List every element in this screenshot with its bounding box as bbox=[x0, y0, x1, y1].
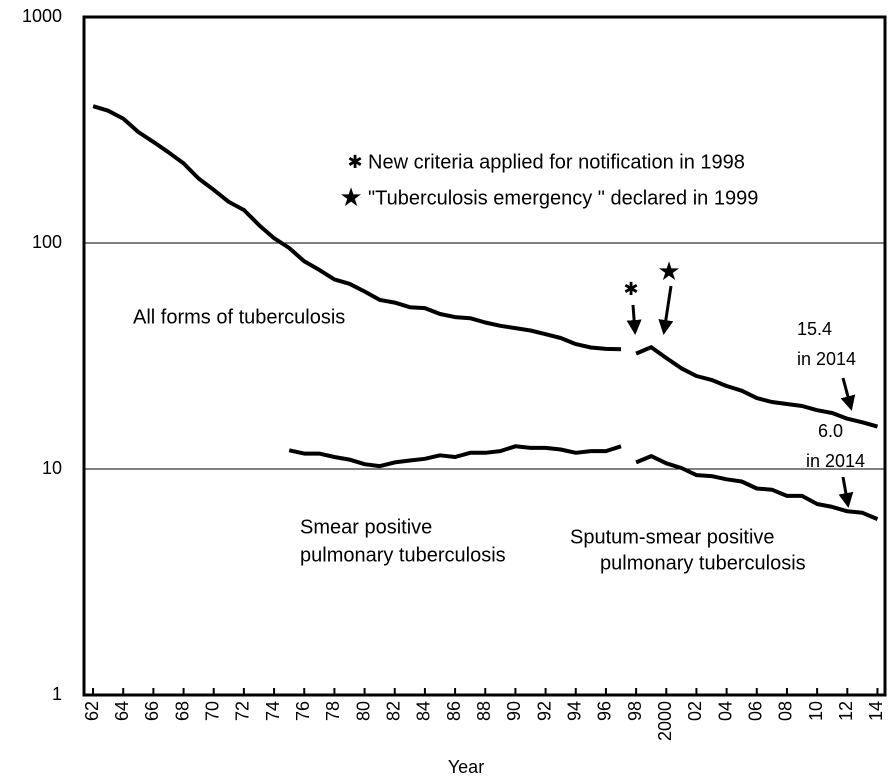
y-tick-label: 1000 bbox=[22, 6, 62, 26]
annotation: ✱ bbox=[623, 279, 638, 299]
series-label: All forms of tuberculosis bbox=[133, 306, 345, 328]
x-tick-label: 2000 bbox=[655, 701, 675, 741]
x-tick-label: 74 bbox=[263, 701, 283, 721]
x-tick-label: 72 bbox=[233, 701, 253, 721]
x-tick-label: 64 bbox=[112, 701, 132, 721]
series-label: Sputum-smear positive bbox=[570, 526, 775, 548]
x-tick-label: 80 bbox=[353, 701, 373, 721]
x-tick-label: 08 bbox=[776, 701, 796, 721]
series-label: Smear positive bbox=[300, 516, 432, 538]
x-tick-label: 66 bbox=[142, 701, 162, 721]
x-tick-label: 94 bbox=[565, 701, 585, 721]
series-line bbox=[635, 345, 879, 429]
y-tick-label: 10 bbox=[42, 458, 62, 478]
x-tick-label: 76 bbox=[293, 701, 313, 721]
arrow bbox=[840, 377, 856, 411]
series-line bbox=[635, 454, 879, 521]
x-tick-label: 02 bbox=[685, 701, 705, 721]
x-tick-label: 10 bbox=[806, 701, 826, 721]
arrow bbox=[838, 476, 854, 508]
series-label: pulmonary tuberculosis bbox=[300, 544, 506, 566]
x-tick-label: 86 bbox=[444, 701, 464, 721]
annotation: ★ bbox=[339, 182, 362, 212]
x-tick-label: 04 bbox=[715, 701, 735, 721]
arrows bbox=[626, 285, 856, 508]
series-line bbox=[92, 104, 622, 352]
annotation: ✱ bbox=[347, 152, 362, 172]
series-label: pulmonary tuberculosis bbox=[600, 552, 806, 574]
annotation: ★ bbox=[657, 256, 680, 286]
x-tick-label: 98 bbox=[625, 701, 645, 721]
series-line bbox=[288, 444, 622, 469]
x-tick-label: 92 bbox=[534, 701, 554, 721]
annotation: "Tuberculosis emergency " declared in 19… bbox=[368, 187, 758, 209]
arrow bbox=[658, 285, 674, 335]
x-tick-label: 78 bbox=[323, 701, 343, 721]
x-tick-label: 12 bbox=[836, 701, 856, 721]
annotation: in 2014 bbox=[797, 349, 856, 369]
x-tick-label: 68 bbox=[172, 701, 192, 721]
x-tick-label: 96 bbox=[595, 701, 615, 721]
x-tick-label: 84 bbox=[414, 701, 434, 721]
y-tick-label: 1 bbox=[52, 684, 62, 704]
annotation: 15.4 bbox=[797, 319, 832, 339]
x-tick-label: 06 bbox=[746, 701, 766, 721]
arrow bbox=[626, 304, 642, 335]
x-tick-label: 82 bbox=[383, 701, 403, 721]
plot-frame bbox=[82, 15, 887, 697]
annotation: 6.0 bbox=[818, 421, 843, 441]
x-tick-label: 62 bbox=[82, 701, 102, 721]
annotation: in 2014 bbox=[806, 451, 865, 471]
x-axis-label: Year bbox=[448, 757, 484, 777]
x-tick-label: 14 bbox=[866, 701, 886, 721]
y-tick-label: 100 bbox=[32, 232, 62, 252]
annotation: New criteria applied for notification in… bbox=[368, 151, 745, 173]
x-tick-label: 88 bbox=[474, 701, 494, 721]
x-tick-label: 70 bbox=[202, 701, 222, 721]
x-tick-label: 90 bbox=[504, 701, 524, 721]
